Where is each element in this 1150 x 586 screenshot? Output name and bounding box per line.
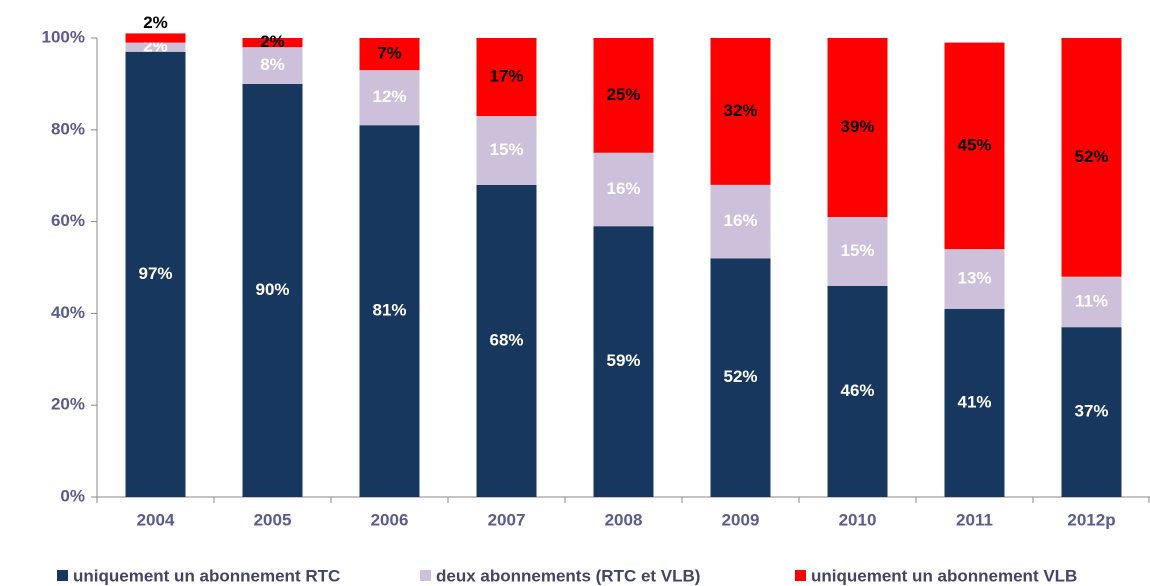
data-label: 39% bbox=[840, 117, 874, 136]
y-tick-label: 80% bbox=[51, 119, 85, 138]
bar-segment bbox=[476, 116, 537, 185]
data-label: 46% bbox=[840, 381, 874, 400]
bar-segment bbox=[944, 249, 1005, 309]
x-tick-label: 2012p bbox=[1067, 510, 1115, 529]
x-tick-label: 2004 bbox=[137, 510, 175, 529]
y-tick-label: 40% bbox=[51, 303, 85, 322]
bar-segment bbox=[710, 258, 771, 497]
bar-segment bbox=[476, 184, 537, 497]
bar-segment bbox=[827, 285, 888, 497]
bar-segment bbox=[944, 42, 1005, 250]
bar-segment bbox=[593, 226, 654, 497]
data-label: 12% bbox=[372, 87, 406, 106]
bar-segment bbox=[827, 217, 888, 286]
bar-segment bbox=[1061, 38, 1122, 277]
data-label: 15% bbox=[489, 140, 523, 159]
bar-segment bbox=[1061, 327, 1122, 497]
legend-label: uniquement un abonnement VLB bbox=[811, 566, 1077, 585]
data-label: 97% bbox=[138, 264, 172, 283]
data-label: 90% bbox=[255, 280, 289, 299]
bar-segment bbox=[710, 184, 771, 259]
x-tick-label: 2006 bbox=[371, 510, 409, 529]
data-label: 17% bbox=[489, 66, 523, 85]
legend-swatch bbox=[420, 570, 431, 581]
data-label: 68% bbox=[489, 330, 523, 349]
bar-segment bbox=[242, 38, 303, 48]
bar-segment bbox=[944, 308, 1005, 497]
bar-segment bbox=[242, 83, 303, 498]
x-tick-label: 2008 bbox=[605, 510, 643, 529]
bar-segment bbox=[476, 38, 537, 117]
bar-segment bbox=[359, 125, 420, 498]
y-tick-label: 60% bbox=[51, 211, 85, 230]
x-tick-label: 2010 bbox=[839, 510, 877, 529]
legend-swatch bbox=[57, 570, 68, 581]
x-tick-label: 2005 bbox=[254, 510, 292, 529]
data-label: 16% bbox=[606, 179, 640, 198]
y-tick-label: 100% bbox=[42, 27, 85, 46]
data-label: 81% bbox=[372, 301, 406, 320]
data-label: 59% bbox=[606, 351, 640, 370]
bar-segment bbox=[710, 38, 771, 185]
data-label: 37% bbox=[1074, 402, 1108, 421]
bar-segment bbox=[1061, 276, 1122, 328]
data-label: 7% bbox=[377, 44, 402, 63]
data-label: 45% bbox=[957, 135, 991, 154]
bar-segment bbox=[125, 51, 186, 498]
legend-label: uniquement un abonnement RTC bbox=[73, 566, 340, 585]
data-label: 41% bbox=[957, 392, 991, 411]
bar-segment bbox=[359, 38, 420, 71]
y-tick-label: 0% bbox=[60, 486, 85, 505]
legend-label: deux abonnements (RTC et VLB) bbox=[436, 566, 700, 585]
bar-segment bbox=[125, 33, 186, 43]
x-tick-label: 2007 bbox=[488, 510, 526, 529]
bar-segment bbox=[125, 42, 186, 52]
y-tick-label: 20% bbox=[51, 395, 85, 414]
data-label: 25% bbox=[606, 85, 640, 104]
legend-swatch bbox=[795, 570, 806, 581]
data-label: 13% bbox=[957, 268, 991, 287]
bar-segment bbox=[593, 152, 654, 227]
bar-segment bbox=[242, 47, 303, 84]
data-label: 52% bbox=[1074, 147, 1108, 166]
x-tick-label: 2009 bbox=[722, 510, 760, 529]
data-label: 16% bbox=[723, 211, 757, 230]
bar-segment bbox=[827, 38, 888, 218]
data-label: 8% bbox=[260, 55, 285, 74]
data-label: 52% bbox=[723, 367, 757, 386]
data-label: 2% bbox=[260, 32, 285, 51]
data-label: 11% bbox=[1075, 291, 1108, 310]
x-tick-label: 2011 bbox=[956, 510, 993, 529]
data-label: 32% bbox=[723, 101, 757, 120]
data-label: 15% bbox=[840, 241, 874, 260]
bar-segment bbox=[593, 38, 654, 153]
data-label: 2% bbox=[143, 13, 168, 32]
bar-segment bbox=[359, 70, 420, 126]
